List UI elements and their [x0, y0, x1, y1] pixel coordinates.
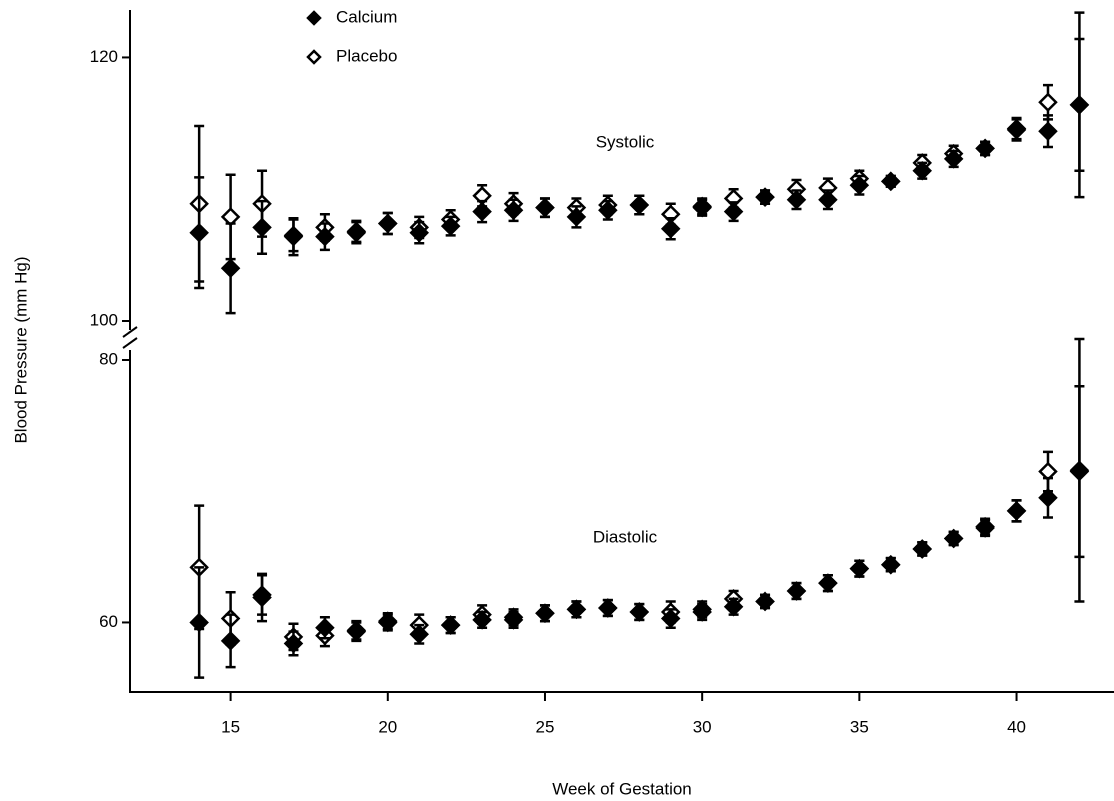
- marker: [975, 138, 995, 159]
- marker: [283, 226, 304, 247]
- marker: [975, 518, 995, 538]
- marker: [315, 226, 335, 247]
- marker: [346, 222, 367, 243]
- x-tick-label: 35: [850, 717, 869, 736]
- panel-label: Systolic: [596, 132, 655, 151]
- marker: [566, 207, 587, 227]
- panel-label: Diastolic: [593, 527, 658, 546]
- legend-label: Placebo: [336, 46, 397, 65]
- marker: [849, 558, 870, 579]
- marker: [409, 624, 429, 645]
- marker: [440, 216, 461, 236]
- y-tick-label: 80: [99, 349, 118, 368]
- marker: [283, 633, 304, 654]
- marker: [1006, 120, 1027, 140]
- x-tick-label: 30: [693, 717, 712, 736]
- y-axis-label: Blood Pressure (mm Hg): [11, 256, 30, 443]
- marker: [629, 602, 650, 622]
- x-tick-label: 25: [536, 717, 555, 736]
- marker: [786, 189, 807, 210]
- y-tick-label: 120: [90, 47, 118, 66]
- marker: [912, 161, 932, 181]
- marker: [660, 608, 681, 629]
- marker: [378, 213, 398, 234]
- legend-label: Calcium: [336, 7, 397, 26]
- marker: [818, 573, 838, 593]
- marker: [818, 189, 838, 210]
- marker: [252, 585, 272, 605]
- marker: [723, 596, 744, 617]
- marker: [755, 591, 775, 612]
- marker: [315, 617, 335, 638]
- marker: [692, 197, 712, 218]
- marker: [472, 201, 492, 222]
- marker: [189, 612, 209, 633]
- marker: [881, 554, 901, 575]
- marker: [535, 603, 555, 624]
- marker: [503, 200, 524, 221]
- marker: [881, 171, 901, 192]
- marker: [252, 217, 272, 238]
- x-tick-label: 15: [221, 717, 240, 736]
- x-tick-label: 20: [378, 717, 397, 736]
- axes-lower: [129, 350, 1114, 693]
- marker: [1038, 121, 1058, 142]
- marker: [440, 615, 461, 635]
- marker: [598, 200, 618, 221]
- marker: [912, 539, 932, 559]
- marker: [409, 222, 429, 243]
- marker: [1069, 460, 1090, 480]
- marker: [660, 218, 681, 239]
- marker: [629, 195, 650, 215]
- marker: [755, 187, 775, 207]
- marker: [1006, 501, 1027, 521]
- marker: [378, 611, 398, 631]
- x-tick-label: 40: [1007, 717, 1026, 736]
- marker: [220, 258, 241, 279]
- marker: [346, 621, 367, 642]
- marker: [189, 222, 209, 243]
- legend-marker: [306, 49, 322, 65]
- marker: [535, 197, 555, 218]
- marker: [786, 581, 807, 601]
- marker: [566, 599, 587, 620]
- marker: [503, 610, 524, 630]
- legend-marker: [306, 10, 322, 26]
- x-axis-label: Week of Gestation: [552, 779, 692, 798]
- axis-break: [122, 326, 138, 349]
- marker: [943, 528, 964, 549]
- y-tick-label: 60: [99, 612, 118, 631]
- marker: [723, 201, 744, 222]
- marker: [943, 149, 964, 169]
- marker: [849, 175, 870, 196]
- marker: [1038, 92, 1058, 113]
- y-tick-label: 100: [90, 310, 118, 329]
- marker: [1069, 95, 1090, 115]
- marker: [1038, 488, 1058, 508]
- marker: [472, 610, 492, 630]
- marker: [220, 631, 241, 651]
- marker: [692, 602, 712, 622]
- marker: [598, 598, 618, 618]
